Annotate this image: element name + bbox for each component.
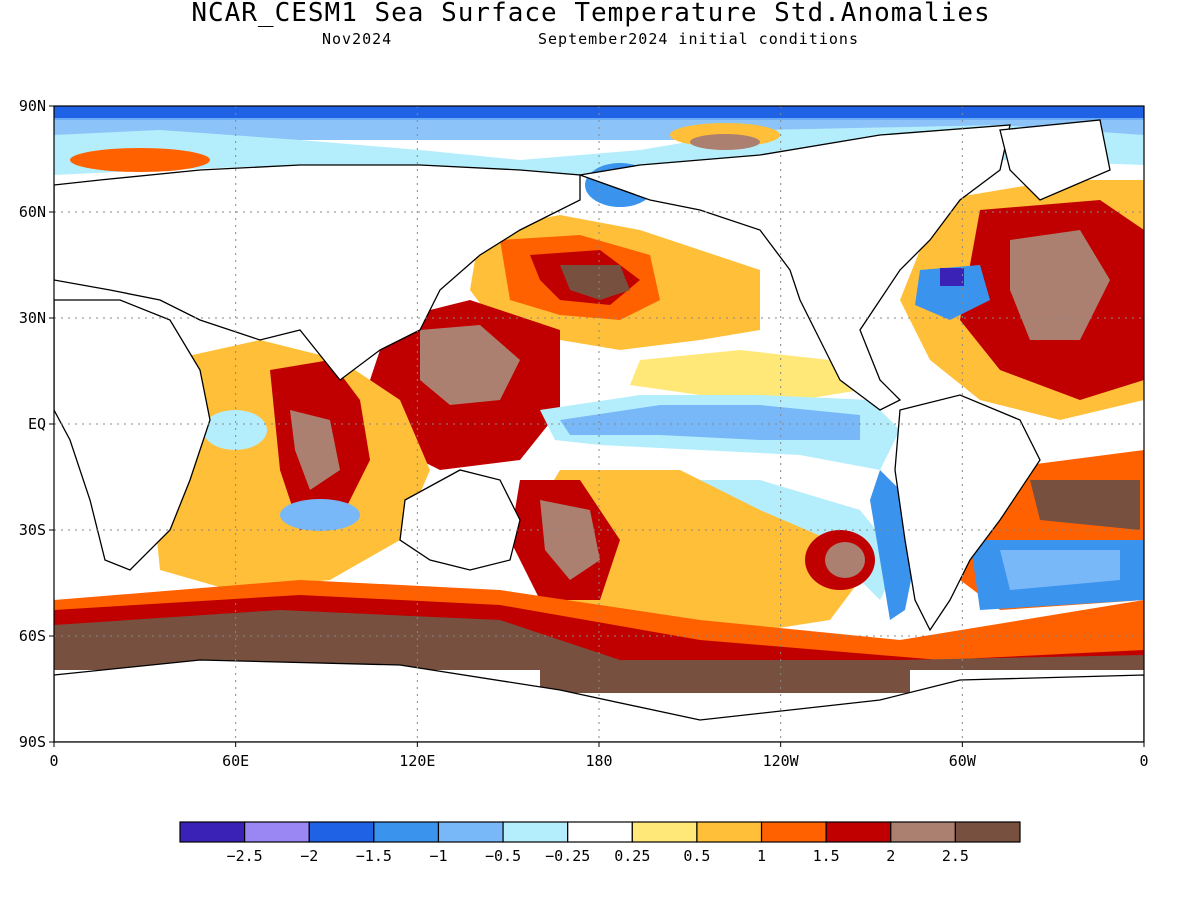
colorbar-swatch: [631, 821, 698, 843]
lon-tick-label: 0: [1139, 752, 1148, 770]
lat-tick-label: 30N: [19, 309, 46, 327]
lat-tick-label: 60S: [19, 627, 46, 645]
colorbar-label: 0.25: [614, 847, 650, 865]
colorbar-swatch: [954, 821, 1021, 843]
lon-tick-label: 180: [585, 752, 612, 770]
lon-tick-label: 60W: [949, 752, 977, 770]
colorbar-swatch: [502, 821, 569, 843]
lon-tick-label: 0: [49, 752, 58, 770]
lat-tick-label: 60N: [19, 203, 46, 221]
colorbar-label: −1: [429, 847, 447, 865]
colorbar-swatch: [373, 821, 440, 843]
lat-tick-label: 90N: [19, 97, 46, 115]
lon-tick-label: 60E: [222, 752, 249, 770]
colorbar-swatch: [179, 821, 246, 843]
colorbar-label: −2.5: [227, 847, 263, 865]
colorbar-swatch: [825, 821, 892, 843]
forecast-month: Nov2024: [322, 30, 393, 48]
colorbar-label: −0.25: [545, 847, 590, 865]
colorbar-label: 1.5: [813, 847, 840, 865]
colorbar-label: 2: [886, 847, 895, 865]
lat-tick-label: 90S: [19, 733, 46, 751]
lon-tick-label: 120W: [763, 752, 800, 770]
map-title: NCAR_CESM1 Sea Surface Temperature Std.A…: [191, 0, 991, 28]
colorbar-swatch: [308, 821, 375, 843]
colorbar-label: −1.5: [356, 847, 392, 865]
grid-lines: [54, 106, 1144, 742]
latitude-axis: 90N 60N 30N EQ 30S 60S 90S: [19, 97, 54, 751]
colorbar-label: −2: [300, 847, 318, 865]
lat-tick-label: 30S: [19, 521, 46, 539]
colorbar-label: 0.5: [683, 847, 710, 865]
colorbar-swatch: [437, 821, 504, 843]
colorbar-swatch: [696, 821, 763, 843]
longitude-axis: 0 60E 120E 180 120W 60W 0: [49, 742, 1149, 770]
initial-conditions: September2024 initial conditions: [538, 30, 859, 48]
colorbar-label: 2.5: [942, 847, 969, 865]
colorbar-swatch: [890, 821, 956, 843]
colorbar-swatch: [567, 821, 633, 843]
colorbar-label: 1: [757, 847, 766, 865]
colorbar-swatch: [244, 821, 310, 843]
colorbar-swatch: [760, 821, 827, 843]
colorbar: −2.5 −2 −1.5 −1 −0.5 −0.25 0.25 0.5 1 1.5 2 2.5: [179, 821, 1021, 865]
lat-tick-label: EQ: [28, 415, 46, 433]
lon-tick-label: 120E: [399, 752, 435, 770]
colorbar-label: −0.5: [485, 847, 521, 865]
